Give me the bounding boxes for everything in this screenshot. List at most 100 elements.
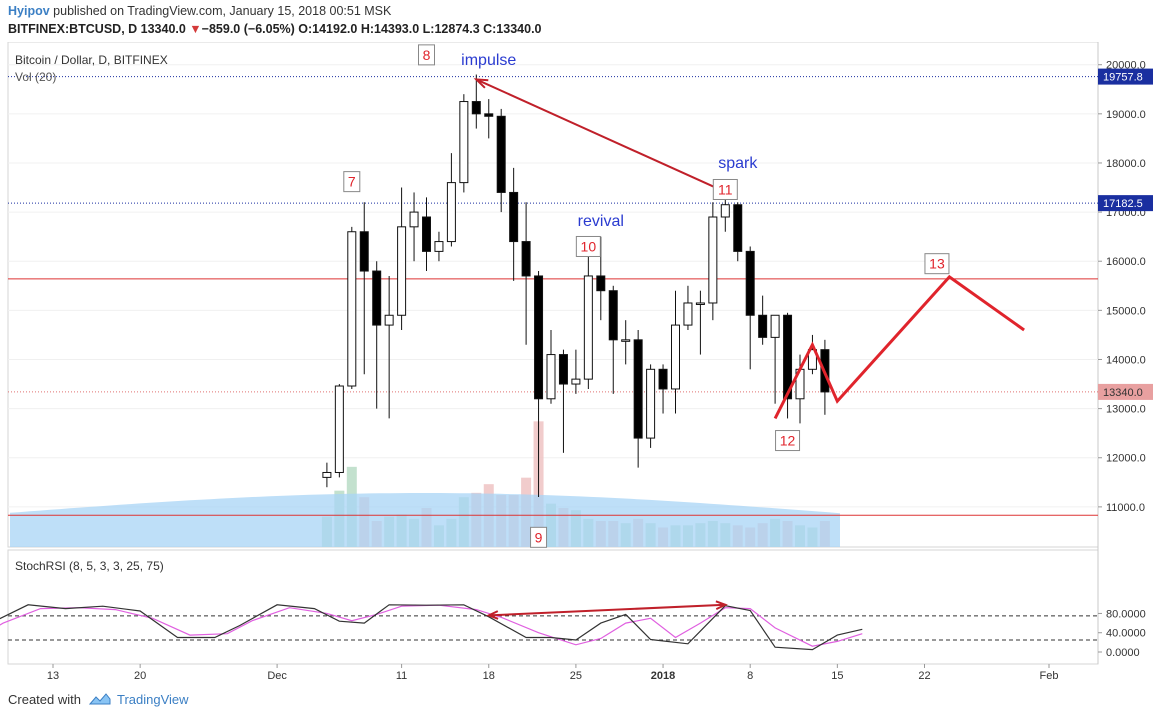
candle[interactable] — [434, 231, 444, 262]
price-tick-label: 14000.0 — [1106, 354, 1146, 366]
impulse-arrowhead — [473, 78, 489, 89]
price-tick-label: 15000.0 — [1106, 305, 1146, 317]
candle-body — [571, 378, 581, 385]
candle-body — [583, 275, 593, 380]
candle[interactable] — [534, 271, 544, 498]
candle[interactable] — [372, 261, 382, 409]
annotation-7[interactable]: 7 — [343, 171, 361, 193]
candle[interactable] — [758, 295, 768, 345]
stochrsi-axis: 80.0000 40.0000 0.0000 — [1098, 608, 1146, 659]
time-tick-label: Feb — [1040, 670, 1059, 682]
candle[interactable] — [384, 275, 394, 419]
candle[interactable] — [471, 74, 481, 129]
candle[interactable] — [783, 312, 793, 419]
candle[interactable] — [347, 226, 357, 389]
stochrsi-divergence-line[interactable] — [488, 603, 726, 617]
symbol-summary: BITFINEX:BTCUSD, D 13340.0 ▼−859.0 (−6.0… — [8, 22, 542, 36]
candle[interactable] — [708, 202, 718, 321]
annotation-label: 7 — [348, 174, 356, 190]
price-chart[interactable]: 20000.019000.018000.017000.016000.015000… — [0, 42, 1158, 684]
candle[interactable] — [745, 246, 755, 370]
candle[interactable] — [446, 153, 456, 247]
stochrsi-tick-label: 40.0000 — [1106, 628, 1146, 640]
main-pane[interactable] — [7, 42, 1099, 548]
candle[interactable] — [646, 364, 656, 448]
price-tick-label: 20000.0 — [1106, 60, 1146, 72]
candle-body — [608, 290, 618, 341]
candle[interactable] — [571, 349, 581, 394]
candle-body — [658, 368, 668, 390]
candle-body — [708, 216, 718, 304]
annotation-10[interactable]: 10 — [575, 235, 601, 257]
annotation-11[interactable]: 11 — [712, 178, 738, 200]
candle[interactable] — [509, 167, 519, 281]
projection-path[interactable] — [773, 274, 1025, 420]
annotation-13[interactable]: 13 — [924, 253, 950, 275]
candle-body — [484, 113, 494, 117]
candle[interactable] — [409, 192, 419, 262]
candle-body — [434, 241, 444, 252]
candle[interactable] — [521, 202, 531, 345]
time-tick-label: 25 — [570, 670, 582, 682]
candle[interactable] — [459, 94, 469, 193]
price-tick-label: 12000.0 — [1106, 453, 1146, 465]
candle[interactable] — [484, 99, 494, 139]
impulse-arrow-line[interactable] — [475, 78, 726, 193]
candle[interactable] — [546, 330, 556, 404]
candle[interactable] — [633, 330, 643, 468]
candle-body — [621, 339, 631, 342]
tradingview-logo-icon — [88, 693, 111, 705]
candle-body — [745, 250, 755, 316]
candle[interactable] — [583, 256, 593, 389]
time-tick-label: 22 — [918, 670, 930, 682]
candle-body — [471, 101, 481, 115]
candle-body — [683, 302, 693, 326]
time-tick-label: 20 — [134, 670, 146, 682]
candle[interactable] — [397, 187, 407, 331]
candle[interactable] — [558, 349, 568, 453]
candle[interactable] — [621, 320, 631, 365]
stochrsi-divergence-arrowhead-start — [715, 600, 728, 611]
note-revival: revival — [578, 213, 624, 230]
candle[interactable] — [683, 285, 693, 331]
candle-body — [558, 354, 568, 385]
candle[interactable] — [733, 202, 743, 262]
candle[interactable] — [359, 202, 369, 375]
stochrsi-pane[interactable] — [7, 549, 1099, 665]
author-name[interactable]: Hyipov — [8, 4, 50, 18]
candle[interactable] — [496, 108, 506, 213]
annotation-9[interactable]: 9 — [530, 526, 548, 548]
tradingview-brand-link[interactable]: TradingView — [117, 692, 189, 707]
candle[interactable] — [658, 364, 668, 414]
price-tick-label: 13000.0 — [1106, 404, 1146, 416]
candle-body — [807, 349, 817, 370]
annotation-8[interactable]: 8 — [418, 44, 435, 66]
stochrsi-k-line[interactable] — [0, 604, 863, 651]
candle-body — [770, 314, 780, 338]
annotation-12[interactable]: 12 — [775, 430, 801, 452]
candle[interactable] — [770, 314, 780, 404]
price-badge-label: 17182.5 — [1103, 198, 1143, 210]
annotation-box — [775, 430, 801, 452]
candle-body — [646, 368, 656, 439]
price-tick-label: 18000.0 — [1106, 158, 1146, 170]
annotation-box — [530, 526, 548, 548]
candle[interactable] — [671, 290, 680, 414]
created-with-label: Created with — [8, 692, 81, 707]
stochrsi-tick-label: 0.0000 — [1106, 647, 1140, 659]
candle-body — [446, 182, 456, 243]
candle[interactable] — [422, 197, 431, 272]
candle[interactable] — [334, 384, 344, 478]
candle-body — [733, 204, 743, 252]
volume-label: Vol (20) — [15, 70, 56, 84]
candle[interactable] — [608, 285, 618, 394]
volume-ma-area — [10, 493, 840, 547]
candle[interactable] — [720, 199, 730, 232]
candle[interactable] — [322, 462, 332, 488]
candle-body — [322, 471, 332, 478]
chart-header: Hyipov published on TradingView.com, Jan… — [0, 0, 1158, 42]
annotation-box — [418, 44, 435, 66]
candle[interactable] — [695, 290, 705, 355]
change-down-icon: ▼ — [189, 22, 202, 36]
time-tick-label: 13 — [47, 670, 59, 682]
